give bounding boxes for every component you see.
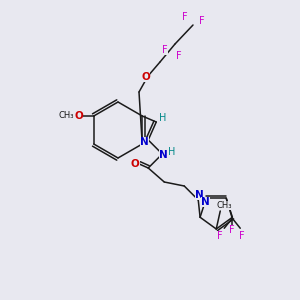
Text: F: F	[218, 231, 223, 241]
Text: F: F	[162, 45, 168, 55]
Text: F: F	[199, 16, 205, 26]
Text: F: F	[230, 225, 235, 235]
Text: CH₃: CH₃	[58, 112, 74, 121]
Text: N: N	[159, 150, 168, 160]
Text: H: H	[168, 147, 175, 157]
Text: H: H	[159, 113, 166, 123]
Text: O: O	[131, 159, 140, 169]
Text: O: O	[74, 111, 83, 121]
Text: CH₃: CH₃	[217, 200, 232, 209]
Text: O: O	[142, 72, 150, 82]
Text: N: N	[201, 197, 210, 207]
Text: F: F	[182, 12, 188, 22]
Text: N: N	[140, 137, 148, 147]
Text: F: F	[239, 231, 245, 241]
Text: F: F	[176, 51, 182, 61]
Text: N: N	[195, 190, 204, 200]
